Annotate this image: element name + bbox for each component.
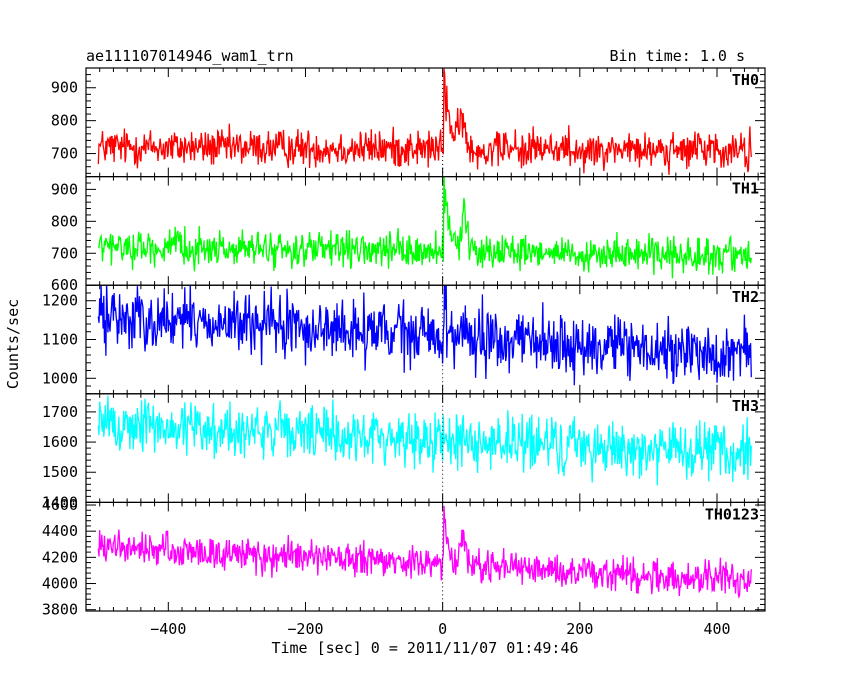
x-tick-label: 400: [703, 620, 730, 638]
panel-label: TH1: [732, 180, 759, 198]
series-th3: [97, 395, 752, 486]
panel-th1: TH1 600 700 800 900: [51, 176, 766, 294]
y-tick-label: 4000: [42, 575, 78, 593]
panel-th0123: TH0123 3800 4000 4200 4400 4600: [42, 496, 766, 619]
bin-time-label: Bin time: 1.0 s: [610, 47, 745, 65]
y-tick-label: 800: [51, 112, 78, 130]
y-tick-label: 900: [51, 180, 78, 198]
y-axis-label: Counts/sec: [4, 299, 22, 389]
x-tick-label: 0: [438, 620, 447, 638]
y-tick-label: 700: [51, 244, 78, 262]
y-tick-label: 600: [51, 276, 78, 294]
panel-frame: [85, 176, 766, 286]
y-tick-label: 1400: [42, 493, 78, 511]
panel-frame: [85, 393, 766, 503]
panel-frame: [85, 501, 766, 612]
series-th1: [97, 176, 752, 279]
chart-title: ae111107014946_wam1_trn: [86, 47, 294, 65]
x-tick-label: 200: [566, 620, 593, 638]
y-tick-label: 900: [51, 79, 78, 97]
series-th0: [97, 68, 752, 175]
y-tick-label: 3800: [42, 601, 78, 619]
series-th2: [97, 285, 752, 386]
panel-frame: [85, 67, 766, 178]
x-tick-label: −400: [150, 620, 186, 638]
x-tick-label: −200: [287, 620, 323, 638]
y-tick-label: 1100: [42, 331, 78, 349]
panel-label: TH0123: [705, 505, 759, 523]
y-tick-label: 1500: [42, 463, 78, 481]
y-tick-label: 800: [51, 212, 78, 230]
panel-label: TH3: [732, 397, 759, 415]
series-th0123: [97, 505, 752, 599]
panels: TH0 700 800 900 TH1 600 700 800 900 TH2 1000 1100 12…: [42, 67, 766, 638]
y-tick-label: 1700: [42, 403, 78, 421]
panel-th3: TH3 1400 1500 1600 1700: [42, 393, 766, 511]
y-tick-label: 4400: [42, 522, 78, 540]
panel-th2: TH2 1000 1100 1200: [42, 284, 766, 395]
panel-th0: TH0 700 800 900: [51, 67, 766, 178]
y-tick-label: 1600: [42, 433, 78, 451]
y-tick-label: 1200: [42, 292, 78, 310]
y-tick-label: 4200: [42, 548, 78, 566]
x-axis-label: Time [sec] 0 = 2011/11/07 01:49:46: [271, 639, 578, 657]
y-tick-label: 700: [51, 145, 78, 163]
y-tick-label: 4600: [42, 496, 78, 514]
y-tick-label: 1000: [42, 369, 78, 387]
panel-label: TH2: [732, 288, 759, 306]
panel-label: TH0: [732, 71, 759, 89]
